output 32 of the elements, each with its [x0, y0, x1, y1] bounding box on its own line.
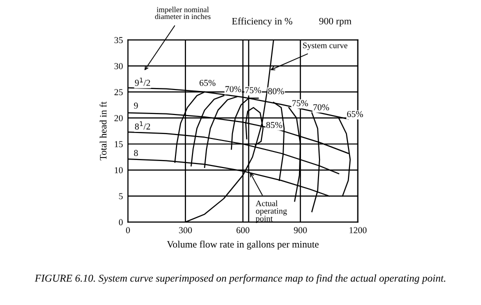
annotation: 65% [347, 111, 363, 118]
x-axis-title: Volume flow rate in gallons per minute [166, 240, 319, 250]
text: 900 rpm [319, 18, 352, 26]
y-tick-label: 25 [114, 89, 123, 96]
caption: FIGURE 6.10. System curve superimposed on performance map to find the actual operating point. [34, 274, 446, 284]
y-tick-label: 5 [119, 193, 123, 200]
y-tick-label: 35 [114, 37, 123, 44]
x-tick-label: 300 [179, 227, 192, 234]
x-tick-label: 0 [126, 227, 130, 234]
annotation: 80% [268, 88, 284, 94]
x-tick-label: 900 [294, 227, 307, 234]
annotation: 75% [292, 100, 308, 106]
annotation: 9$^{1}$/2 [134, 78, 150, 86]
annotation: 70% [225, 86, 242, 92]
annotation: 70% [313, 104, 330, 110]
annotation: 8 [134, 150, 138, 156]
y-tick-label: 10 [114, 167, 123, 174]
annotation: 9 [134, 102, 138, 109]
annotation: System curve [303, 42, 348, 50]
annotation: 85% [266, 122, 282, 128]
x-tick-label: 1200 [350, 227, 367, 234]
y-axis-title: Total head in ft [100, 102, 107, 160]
annotation: 65% [200, 80, 216, 86]
annotation: 75% [245, 87, 262, 94]
x-tick-label: 600 [236, 227, 250, 234]
y-tick-label: 20 [114, 115, 123, 122]
annotation: Actual operating point [256, 200, 287, 224]
y-tick-label: 15 [114, 141, 123, 148]
text: Efficiency in % [232, 17, 292, 26]
y-tick-label: 0 [118, 219, 123, 226]
y-tick-label: 30 [114, 63, 123, 70]
annotation: 8$^{1}$/2 [134, 121, 150, 130]
